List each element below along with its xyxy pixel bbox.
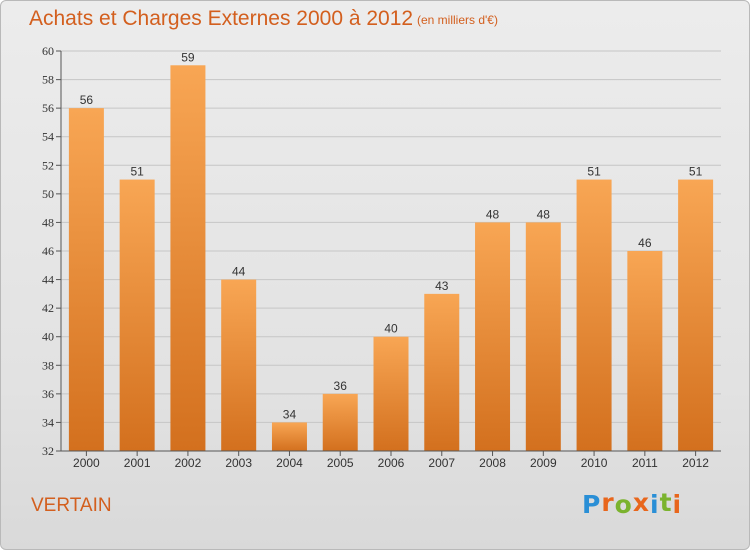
x-tick-label: 2000	[73, 456, 100, 470]
bar-2011	[627, 251, 663, 451]
y-tick-label: 40	[42, 330, 54, 344]
y-tick-label: 52	[42, 158, 54, 172]
bar-2005	[322, 393, 358, 451]
bar-2012	[678, 179, 714, 452]
logo-letter: o	[614, 490, 633, 519]
bar-value-label: 40	[384, 322, 398, 336]
bar-value-label: 46	[638, 236, 652, 250]
y-tick-label: 32	[42, 444, 54, 458]
x-tick-label: 2011	[632, 456, 658, 470]
y-tick-label: 60	[42, 44, 54, 58]
chart-subtitle: (en milliers d'€)	[417, 13, 498, 27]
logo-letter: r	[601, 488, 615, 517]
x-tick-label: 2002	[175, 456, 202, 470]
bar-2000	[68, 108, 104, 452]
location-name: VERTAIN	[31, 495, 112, 516]
bar-value-label: 44	[232, 265, 246, 279]
x-tick-label: 2006	[378, 456, 405, 470]
bar-2003	[221, 279, 257, 451]
bar-value-label: 59	[181, 50, 195, 64]
x-tick-label: 2010	[581, 456, 608, 470]
logo-letter: i	[672, 490, 683, 519]
logo-letter: x	[632, 488, 650, 517]
bar-value-label: 48	[486, 207, 500, 221]
bar-value-label: 34	[283, 407, 297, 421]
bar-value-label: 51	[587, 165, 601, 179]
bar-2002	[170, 65, 206, 452]
y-tick-label: 36	[42, 387, 54, 401]
y-tick-label: 48	[42, 215, 54, 229]
logo-letter: t	[659, 488, 673, 517]
chart-title: Achats et Charges Externes 2000 à 2012	[29, 7, 414, 30]
proxiti-logo: Proxiti	[582, 488, 683, 519]
y-tick-label: 58	[42, 73, 54, 87]
logo-letter: P	[582, 490, 602, 519]
y-tick-label: 56	[42, 101, 54, 115]
bar-value-label: 48	[537, 207, 551, 221]
y-tick-label: 50	[42, 187, 54, 201]
y-tick-label: 34	[42, 415, 54, 429]
x-tick-label: 2007	[428, 456, 455, 470]
bar-2008	[475, 222, 511, 451]
y-tick-label: 54	[42, 130, 54, 144]
y-tick-label: 38	[42, 358, 54, 372]
y-tick-label: 44	[42, 273, 54, 287]
bar-value-label: 36	[334, 379, 348, 393]
bar-2007	[424, 293, 460, 451]
bar-value-label: 51	[689, 165, 703, 179]
y-tick-label: 42	[42, 301, 54, 315]
x-tick-label: 2012	[682, 456, 709, 470]
bar-value-label: 43	[435, 279, 449, 293]
bar-2001	[119, 179, 155, 452]
bar-value-label: 51	[130, 165, 144, 179]
x-tick-label: 2009	[530, 456, 557, 470]
bar-2010	[576, 179, 612, 452]
x-tick-label: 2005	[327, 456, 354, 470]
bar-2006	[373, 336, 409, 451]
x-tick-label: 2008	[479, 456, 506, 470]
x-tick-label: 2003	[225, 456, 252, 470]
bar-2004	[271, 422, 307, 451]
y-tick-label: 46	[42, 244, 54, 258]
bar-2009	[525, 222, 561, 451]
x-tick-label: 2004	[276, 456, 303, 470]
x-tick-label: 2001	[124, 456, 151, 470]
logo-letter: i	[650, 490, 660, 519]
bar-value-label: 56	[80, 93, 94, 107]
